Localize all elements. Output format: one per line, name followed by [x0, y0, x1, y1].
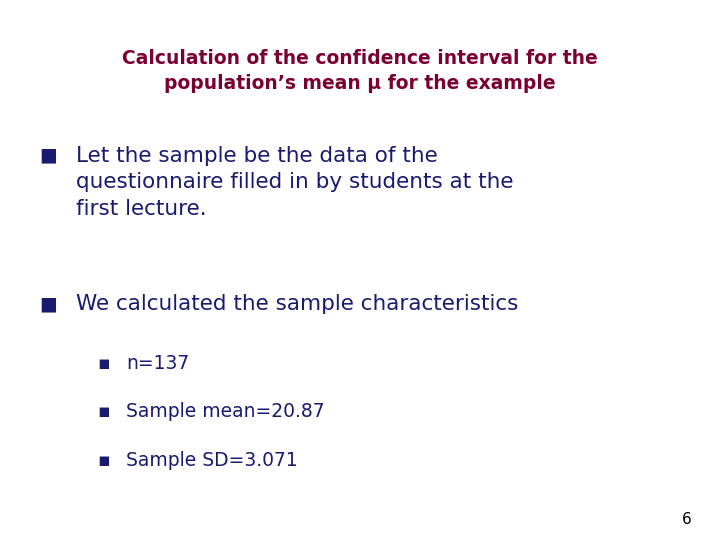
Text: ■: ■	[40, 146, 58, 165]
Text: ▪: ▪	[97, 354, 110, 373]
Text: We calculated the sample characteristics: We calculated the sample characteristics	[76, 294, 518, 314]
Text: 6: 6	[681, 511, 691, 526]
Text: n=137: n=137	[126, 354, 189, 373]
Text: Let the sample be the data of the
questionnaire filled in by students at the
fir: Let the sample be the data of the questi…	[76, 146, 513, 219]
Text: ▪: ▪	[97, 451, 110, 470]
Text: ■: ■	[40, 294, 58, 313]
Text: Calculation of the confidence interval for the
population’s mean μ for the examp: Calculation of the confidence interval f…	[122, 49, 598, 92]
Text: Sample mean=20.87: Sample mean=20.87	[126, 402, 325, 421]
Text: Sample SD=3.071: Sample SD=3.071	[126, 451, 298, 470]
Text: ▪: ▪	[97, 402, 110, 421]
